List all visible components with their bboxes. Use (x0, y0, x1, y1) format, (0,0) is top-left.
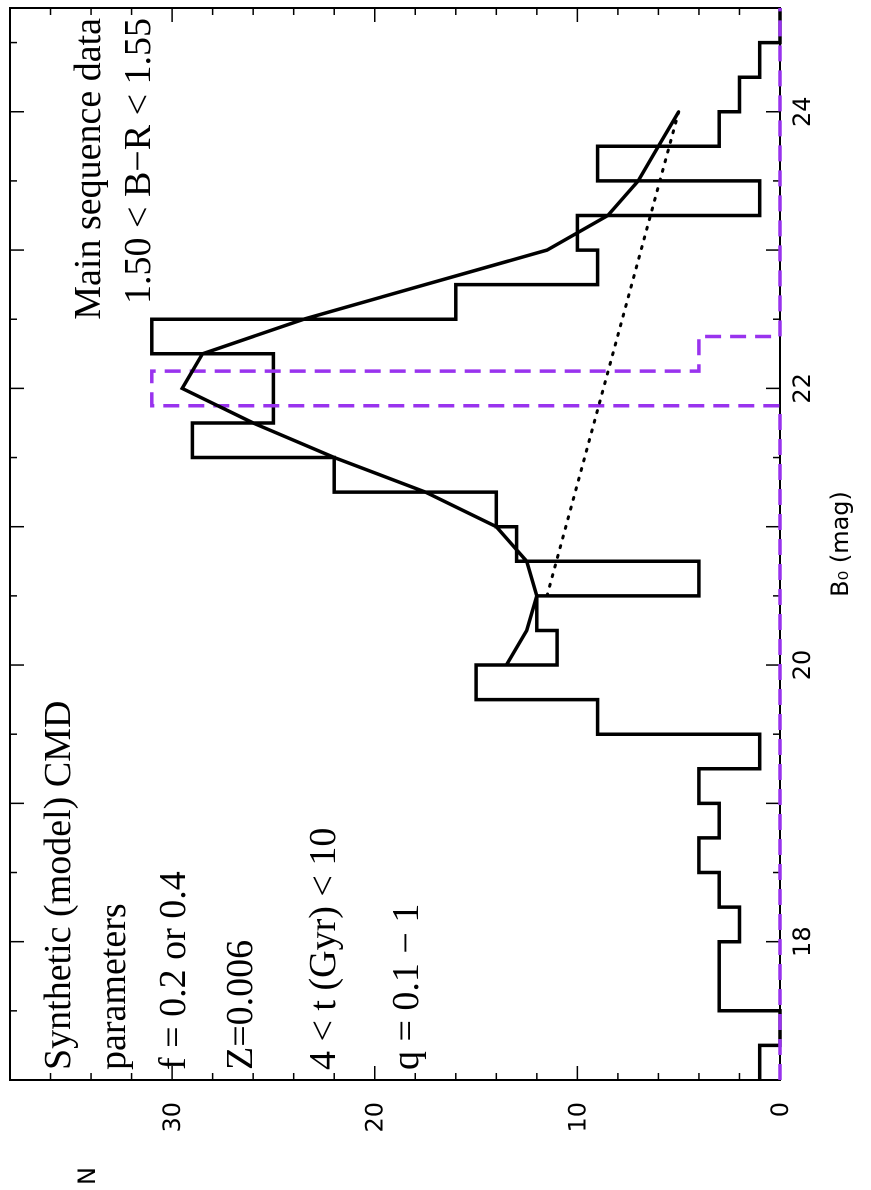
annotation-left-3: f = 0.2 or 0.4 (152, 871, 194, 1070)
y-tick-label: 20 (361, 1102, 389, 1133)
x-axis-title: B₀ (mag) (826, 491, 854, 597)
x-tick-label: 22 (788, 373, 816, 404)
series-line-2 (179, 110, 681, 666)
tick-labels: 18 20 22 24 0 10 20 30 (158, 96, 816, 1132)
x-tick-label: 20 (788, 650, 816, 681)
y-tick-label: 0 (766, 1102, 794, 1117)
annotation-left-6: q = 0.1 − 1 (385, 904, 427, 1070)
y-tick-label: 30 (158, 1102, 186, 1133)
annotation-right-1: Main sequence data (67, 18, 109, 320)
annotation-left-4: Z=0.006 (219, 940, 261, 1070)
series-step-1 (150, 8, 782, 1080)
annotation-left-2: parameters (92, 903, 134, 1070)
x-tick-label: 24 (788, 96, 816, 127)
x-tick-label: 18 (788, 926, 816, 957)
series-layer (150, 8, 782, 1080)
y-tick-label: 10 (563, 1102, 591, 1133)
y-axis-title: N (73, 1167, 101, 1185)
annotation-right-2: 1.50 < B−R < 1.55 (117, 18, 159, 304)
series-line-3 (545, 110, 681, 598)
series-step-0 (150, 8, 782, 1080)
annotation-left-5: 4 < t (Gyr) < 10 (302, 828, 344, 1070)
axis-ticks (9, 8, 781, 1081)
annotation-left-1: Synthetic (model) CMD (37, 701, 79, 1070)
